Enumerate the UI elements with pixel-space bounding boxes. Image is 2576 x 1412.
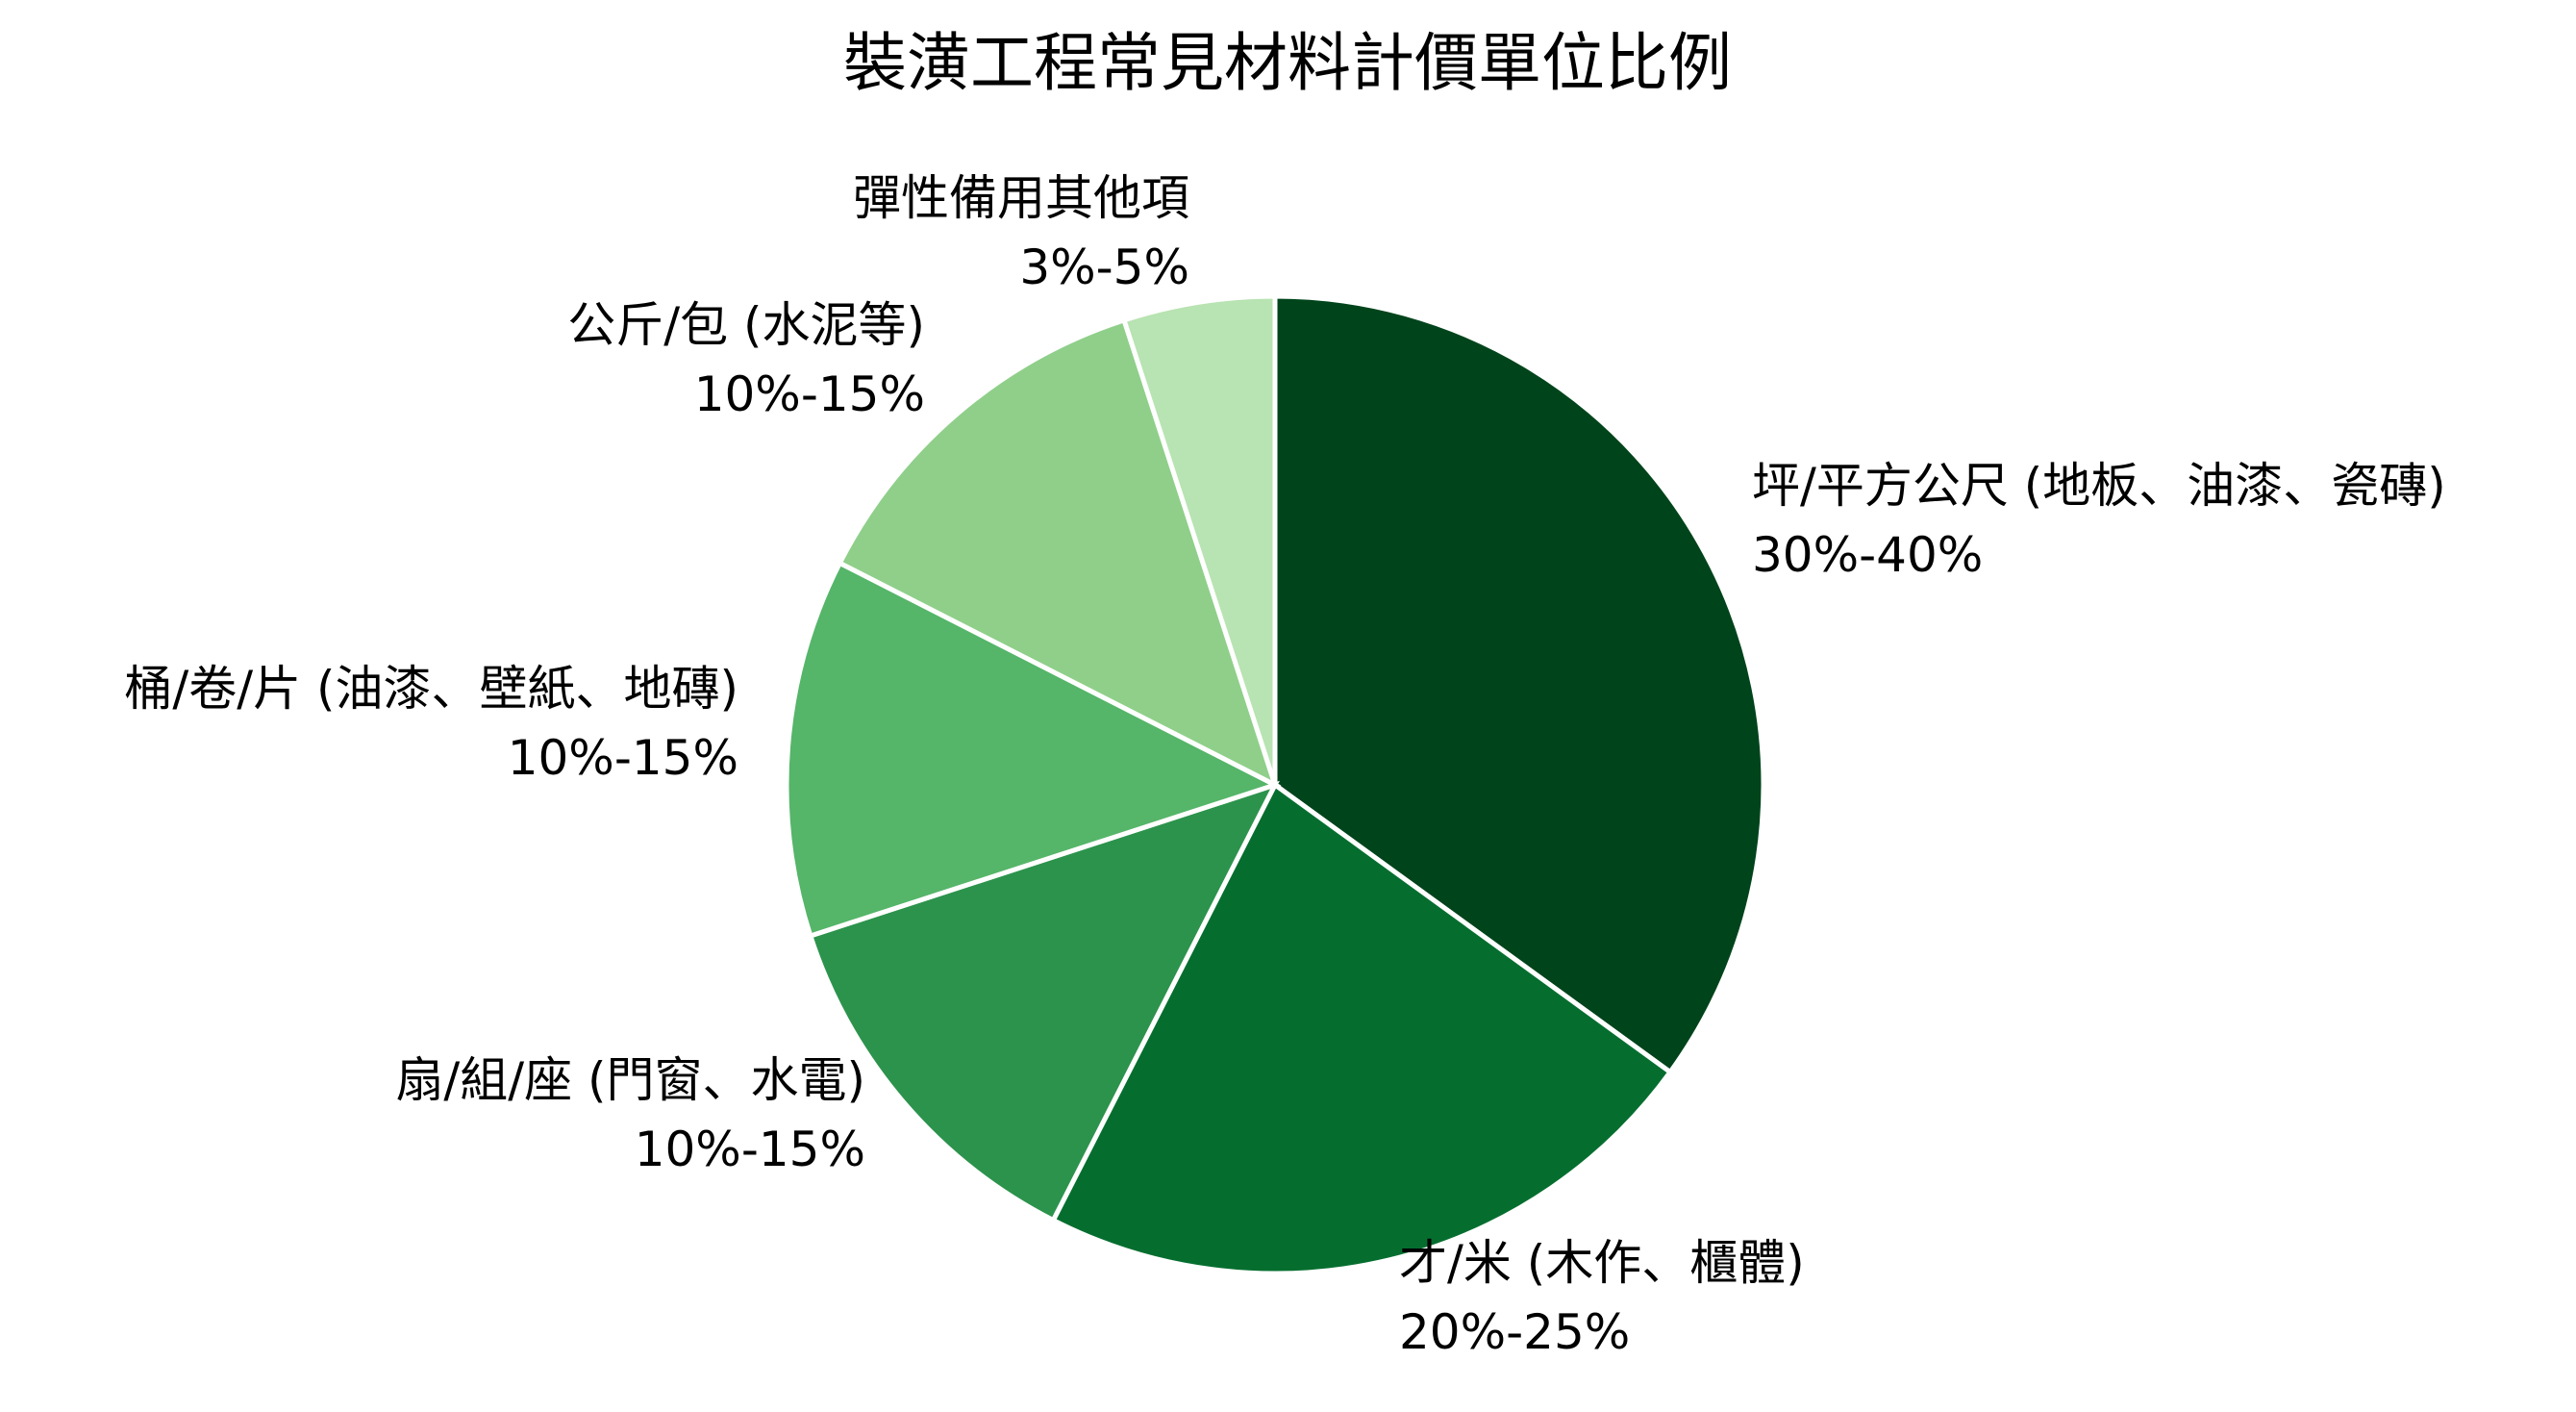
pie-slice-2 — [1050, 781, 1674, 1276]
slice-label-6: 彈性備用其他項 — [853, 170, 1189, 226]
slice-label-5: 公斤/包 (水泥等) — [567, 297, 925, 353]
pie-slices — [784, 293, 1766, 1276]
slice-range-1: 30%-40% — [1752, 527, 1983, 583]
pie-slice-6 — [1120, 293, 1278, 786]
chart-title: 裝潢工程常見材料計價單位比例 — [843, 26, 1732, 100]
slice-label-2: 才/米 (木作、櫃體) — [1399, 1235, 1805, 1291]
slice-labels: 坪/平方公尺 (地板、油漆、瓷磚) 30%-40% 才/米 (木作、櫃體) 20%-2… — [124, 170, 2445, 1360]
slice-label-4: 桶/卷/片 (油漆、壁紙、地磚) — [124, 661, 738, 717]
slice-range-4: 10%-15% — [508, 730, 738, 786]
pie-slice-1 — [1272, 293, 1766, 1076]
slice-label-1: 坪/平方公尺 (地板、油漆、瓷磚) — [1752, 458, 2446, 514]
pie-slice-3 — [807, 780, 1280, 1223]
pie-slice-5 — [837, 316, 1280, 790]
slice-label-3: 扇/組/座 (門窗、水電) — [395, 1052, 865, 1108]
slice-range-5: 10%-15% — [694, 366, 925, 422]
pie-slice-4 — [784, 560, 1282, 940]
slice-range-2: 20%-25% — [1399, 1304, 1630, 1360]
slice-range-6: 3%-5% — [1019, 240, 1189, 295]
slice-range-3: 10%-15% — [635, 1122, 865, 1177]
